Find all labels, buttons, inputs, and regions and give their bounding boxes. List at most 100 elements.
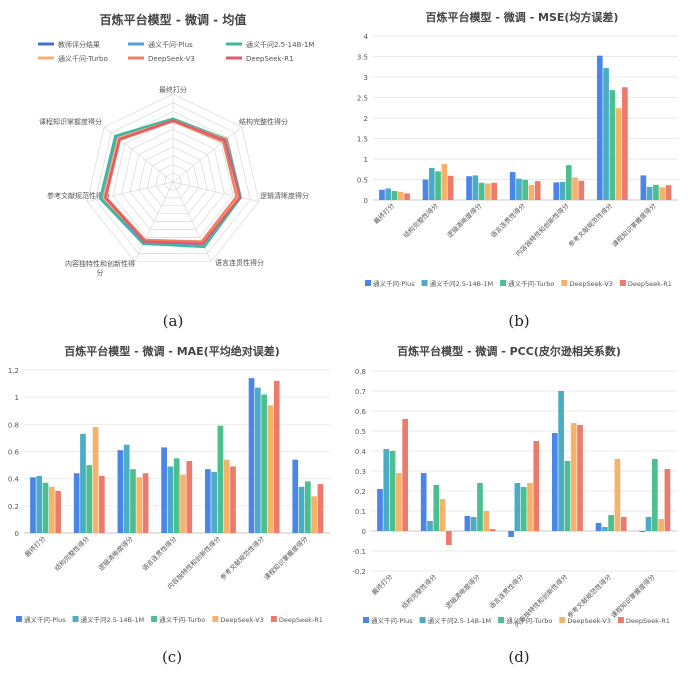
legend-label: 通义千问-Plus	[24, 615, 66, 624]
bar	[595, 523, 602, 531]
grid-ring	[95, 102, 251, 254]
bar	[420, 473, 427, 531]
legend-label: DeepSeek-R1	[246, 55, 293, 63]
y-tick-label: 0.2	[8, 503, 19, 511]
bar	[428, 168, 435, 200]
legend-label: 通义千问-Plus	[373, 279, 415, 288]
y-tick-label: 2.5	[357, 95, 368, 103]
y-tick-label: 3.5	[357, 54, 368, 62]
x-tick-label: 参考文献规范性得分	[566, 201, 614, 249]
legend-label: 通义千问-Plus	[371, 616, 413, 625]
y-tick-label: -0.2	[352, 568, 366, 576]
bar	[477, 483, 483, 531]
caption-c: (c)	[161, 648, 183, 666]
bar	[508, 531, 514, 537]
pcc-panel: 百炼平台模型 - 微调 - PCC(皮尔逊相关系数) -0.2 -0.1 0 0.1 0.…	[347, 340, 694, 640]
y-tick-label: 0.5	[357, 177, 368, 185]
bar	[211, 471, 217, 534]
bar	[572, 177, 578, 200]
legend-swatch	[619, 280, 626, 286]
axis-label: 结构完整性得分	[239, 117, 288, 126]
bar	[223, 459, 230, 533]
grid-ring	[155, 164, 191, 199]
x-tick-label: 课程知识掌握度得分	[262, 534, 310, 582]
bar	[298, 486, 305, 533]
bar	[466, 176, 472, 200]
legend-label: 教师评分结果	[58, 40, 100, 49]
bar	[601, 527, 608, 531]
bar	[615, 108, 622, 200]
bar	[36, 475, 43, 533]
x-tick-label: 结构完整性得分	[401, 201, 440, 240]
x-tick-label: 课程知识掌握度得分	[610, 201, 658, 249]
bar	[397, 191, 404, 200]
bar	[578, 180, 585, 200]
axis-label: 逻辑清晰度得分	[260, 191, 309, 200]
x-tick-label: 逻辑清晰度得分	[443, 572, 482, 611]
chart-title: 百炼平台模型 - 微调 - MAE(平均绝对误差)	[64, 344, 279, 358]
y-tick-label: 1.5	[357, 136, 368, 144]
bar	[447, 175, 454, 200]
y-tick-label: 0	[15, 530, 19, 538]
bar	[553, 182, 560, 200]
bar	[658, 519, 664, 531]
pcc-bar-chart: 百炼平台模型 - 微调 - PCC(皮尔逊相关系数) -0.2 -0.1 0 0.1 0.…	[352, 344, 677, 629]
grid-ring	[129, 137, 217, 222]
axis-label: 内容独特性和创新性得分	[65, 259, 135, 277]
bar	[470, 517, 477, 531]
legend-swatch	[270, 616, 277, 622]
y-tick-label: 0.4	[355, 448, 367, 456]
bar	[652, 459, 658, 531]
caption-d: (d)	[508, 648, 530, 666]
series-line	[104, 119, 241, 245]
bar	[433, 485, 440, 531]
y-tick-label: 0	[362, 528, 366, 536]
axis-label: 语言连贯性得分	[215, 258, 264, 267]
x-tick-label: 最终打分	[23, 534, 48, 559]
legend-swatch	[363, 617, 369, 623]
legend-swatch	[561, 280, 568, 286]
legend-swatch	[421, 280, 428, 286]
legend-swatch	[498, 617, 505, 623]
bar	[653, 184, 659, 200]
bar	[402, 419, 408, 531]
bar	[439, 499, 446, 531]
bar	[142, 473, 149, 533]
mae-bar-chart: 百炼平台模型 - 微调 - MAE(平均绝对误差) 0 0.2 0.4 0.6 0.8 1 1…	[8, 344, 330, 624]
bar	[377, 489, 383, 531]
y-tick-label: 0.6	[355, 408, 367, 416]
y-tick-label: 1.2	[8, 367, 19, 375]
bar	[92, 427, 99, 533]
y-tick-label: 0.8	[8, 421, 19, 429]
mse-bar-chart: 百炼平台模型 - 微调 - MSE(均方误差) 0 0.5 1 1.5 2 2.5 3 3.5 4…	[357, 10, 678, 288]
bar	[464, 516, 471, 531]
bar	[446, 531, 452, 545]
legend-swatch	[500, 280, 507, 286]
bar	[534, 181, 541, 200]
bar	[167, 466, 174, 533]
grid-ring	[164, 172, 182, 191]
legend-label: 通义千问2.5-14B-1M	[428, 616, 492, 625]
bar	[173, 458, 180, 533]
bar	[645, 517, 652, 531]
bar	[622, 87, 628, 200]
mae-panel: 百炼平台模型 - 微调 - MAE(平均绝对误差) 0 0.2 0.4 0.6 0.8 1 1…	[0, 340, 347, 640]
bar	[558, 391, 564, 531]
bar	[80, 433, 86, 533]
x-tick-label: 语言连贯性得分	[140, 534, 179, 573]
bar	[609, 90, 616, 200]
y-tick-label: 4	[364, 33, 369, 41]
x-tick-label: 结构完整性得分	[399, 572, 438, 611]
legend-swatch	[16, 616, 22, 622]
y-tick-label: 0.6	[8, 449, 20, 457]
bar	[620, 517, 627, 531]
grid-spoke	[172, 126, 243, 183]
bar	[427, 521, 433, 531]
x-tick-label: 逻辑清晰度得分	[96, 534, 135, 573]
bar	[489, 529, 496, 531]
bar	[292, 459, 299, 533]
legend-label: 通义千问-Turbo	[58, 54, 108, 63]
x-tick-label: 课程知识掌握度得分	[609, 572, 657, 620]
y-tick-label: 2	[364, 115, 368, 123]
